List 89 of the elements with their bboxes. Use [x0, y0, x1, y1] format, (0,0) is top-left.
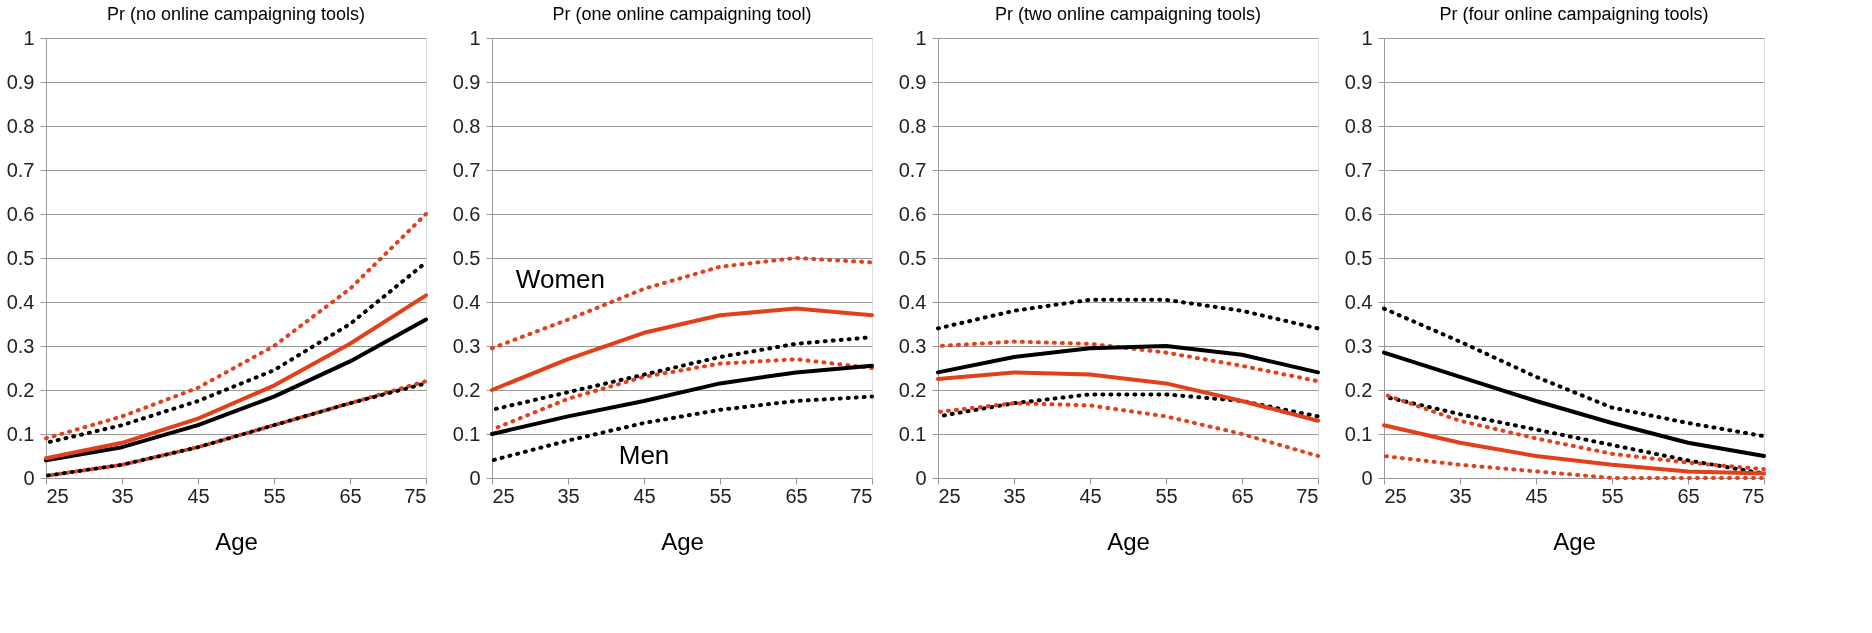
- y-tick-label: 0.9: [6, 70, 35, 93]
- line-series: [44, 317, 428, 463]
- x-tick-label: 75: [404, 484, 427, 507]
- x-tick-label: 55: [1601, 484, 1624, 507]
- y-tick-label: 0.8: [452, 114, 481, 137]
- chart-title: Pr (two online campaigning tools): [994, 4, 1262, 24]
- x-tick-label: 65: [339, 484, 362, 507]
- x-tick-label: 45: [1525, 484, 1548, 507]
- x-tick-label: 45: [187, 484, 210, 507]
- x-tick-label: 25: [492, 484, 515, 507]
- x-tick-label: 25: [1384, 484, 1407, 507]
- x-tick-label: 55: [709, 484, 732, 507]
- x-tick-label: 35: [111, 484, 134, 507]
- x-tick-label: 65: [1231, 484, 1254, 507]
- y-tick-label: 0.7: [1344, 158, 1373, 181]
- y-tick-label: 0.1: [6, 422, 35, 445]
- y-tick-label: 0.1: [452, 422, 481, 445]
- y-tick-label: 0.5: [1344, 246, 1373, 269]
- line-series: [44, 293, 428, 461]
- line-series: [936, 344, 1320, 375]
- y-tick-label: 0.5: [6, 246, 35, 269]
- x-tick-label: 25: [938, 484, 961, 507]
- line-series: [490, 256, 874, 351]
- y-tick-label: 0.2: [1344, 378, 1373, 401]
- x-tick-label: 65: [785, 484, 808, 507]
- line-series: [1382, 306, 1766, 439]
- x-axis-title: Age: [661, 527, 704, 555]
- y-tick-label: 0.9: [898, 70, 927, 93]
- y-tick-label: 0.2: [452, 378, 481, 401]
- x-tick-label: 45: [633, 484, 656, 507]
- annotation: Women: [515, 264, 605, 294]
- x-tick-label: 55: [263, 484, 286, 507]
- y-tick-label: 0: [23, 466, 35, 489]
- x-axis-title: Age: [1107, 527, 1150, 555]
- y-tick-label: 1: [1361, 26, 1373, 49]
- y-tick-label: 0.4: [452, 290, 481, 313]
- y-tick-label: 0: [915, 466, 927, 489]
- x-tick-label: 55: [1155, 484, 1178, 507]
- x-tick-label: 65: [1677, 484, 1700, 507]
- x-tick-label: 35: [1003, 484, 1026, 507]
- y-tick-label: 1: [23, 26, 35, 49]
- y-tick-label: 0.2: [898, 378, 927, 401]
- y-tick-label: 0.8: [898, 114, 927, 137]
- x-tick-label: 45: [1079, 484, 1102, 507]
- chart-title: Pr (four online campaigning tools): [1439, 4, 1709, 24]
- line-series: [1382, 350, 1766, 458]
- y-tick-label: 0.6: [6, 202, 35, 225]
- x-tick-label: 75: [1296, 484, 1319, 507]
- y-tick-label: 0.4: [6, 290, 35, 313]
- x-axis-title: Age: [1553, 527, 1596, 555]
- y-tick-label: 0.8: [1344, 114, 1373, 137]
- x-tick-label: 75: [850, 484, 873, 507]
- chart-title: Pr (no online campaigning tools): [106, 4, 366, 24]
- y-tick-label: 0.6: [452, 202, 481, 225]
- y-tick-label: 0.6: [1344, 202, 1373, 225]
- y-tick-label: 0.3: [452, 334, 481, 357]
- x-tick-label: 35: [1449, 484, 1472, 507]
- y-tick-label: 0.9: [452, 70, 481, 93]
- x-axis-title: Age: [215, 527, 258, 555]
- y-tick-label: 0.4: [898, 290, 927, 313]
- y-tick-label: 0.6: [898, 202, 927, 225]
- line-series: [936, 401, 1320, 458]
- x-tick-label: 25: [46, 484, 69, 507]
- y-tick-label: 0.5: [898, 246, 927, 269]
- line-series: [490, 306, 874, 392]
- x-tick-label: 35: [557, 484, 580, 507]
- y-tick-label: 0.7: [898, 158, 927, 181]
- annotation: Men: [618, 440, 670, 470]
- x-tick-label: 75: [1742, 484, 1765, 507]
- line-series: [490, 394, 874, 463]
- line-series: [44, 212, 428, 441]
- y-tick-label: 0.3: [6, 334, 35, 357]
- line-series: [936, 370, 1320, 423]
- chart-title: Pr (one online campaigning tool): [552, 4, 812, 24]
- y-tick-label: 0.1: [1344, 422, 1373, 445]
- y-tick-label: 0: [1361, 466, 1373, 489]
- y-tick-label: 1: [469, 26, 481, 49]
- y-tick-label: 0.3: [1344, 334, 1373, 357]
- y-tick-label: 0.7: [452, 158, 481, 181]
- y-tick-label: 1: [915, 26, 927, 49]
- y-tick-label: 0.2: [6, 378, 35, 401]
- y-tick-label: 0.3: [898, 334, 927, 357]
- y-tick-label: 0.9: [1344, 70, 1373, 93]
- y-tick-label: 0.8: [6, 114, 35, 137]
- y-tick-label: 0.1: [898, 422, 927, 445]
- y-tick-label: 0.4: [1344, 290, 1373, 313]
- y-tick-label: 0.5: [452, 246, 481, 269]
- y-tick-label: 0: [469, 466, 481, 489]
- y-tick-label: 0.7: [6, 158, 35, 181]
